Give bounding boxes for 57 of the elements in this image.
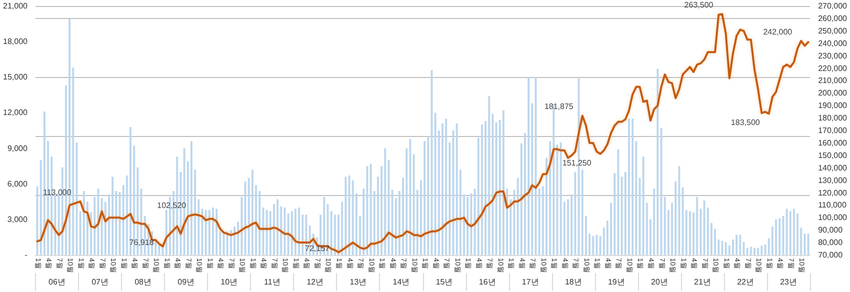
y-tick-label: 12,000	[3, 108, 28, 118]
y-tick-label: -	[24, 250, 28, 260]
y2-tick-label: 200,000	[818, 88, 848, 98]
text: 23년	[780, 278, 798, 286]
text: 20년	[651, 278, 668, 286]
y2-tick-label: 210,000	[818, 76, 848, 86]
text: 21년	[694, 278, 711, 286]
data-label: 151,250	[562, 158, 592, 168]
line-series	[36, 13, 810, 254]
text: 11년	[264, 278, 280, 286]
y-tick-label: 6,000	[7, 179, 28, 188]
y2-tick-label: 110,000	[818, 200, 847, 210]
data-label: 181,875	[544, 102, 574, 112]
text: 17년	[522, 278, 539, 286]
y2-tick-label: 70,000	[818, 250, 844, 260]
text: 19년	[608, 278, 625, 286]
text: 18년	[564, 278, 582, 286]
text: 06년	[48, 278, 66, 286]
y-tick-label: 9,000	[7, 144, 28, 153]
y2-tick-label: 250,000	[818, 26, 848, 36]
y2-tick-label: 270,000	[818, 2, 848, 10]
y-tick-label: 18,000	[3, 37, 28, 46]
y2-tick-label: 130,000	[818, 176, 848, 185]
y2-tick-label: 120,000	[818, 188, 848, 198]
y2-tick-label: 160,000	[818, 138, 848, 148]
data-label: 183,500	[730, 118, 760, 128]
text: 10년	[220, 278, 238, 286]
y2-tick-label: 140,000	[818, 163, 848, 172]
y-tick-label: 3,000	[7, 214, 28, 224]
text: 08년	[134, 278, 152, 286]
y2-tick-label: 180,000	[818, 114, 848, 123]
y2-tick-label: 260,000	[818, 14, 848, 23]
y-tick-label: 21,000	[3, 2, 28, 10]
text: 07년	[92, 278, 108, 286]
text: 22년	[737, 278, 754, 286]
y2-tick-label: 240,000	[818, 38, 848, 48]
y2-tick-label: 170,000	[818, 126, 848, 135]
y2-tick-label: 190,000	[818, 101, 848, 110]
text: 12년	[306, 278, 324, 286]
text: 15년	[436, 278, 453, 286]
data-label: 102,520	[157, 201, 187, 210]
y2-tick-label: 150,000	[818, 150, 848, 160]
data-label: 72,157	[305, 244, 330, 253]
y2-tick-label: 90,000	[818, 226, 844, 235]
data-label: 242,000	[763, 27, 793, 36]
y2-tick-label: 230,000	[818, 51, 848, 60]
y2-tick-label: 220,000	[818, 64, 848, 73]
y2-tick-label: 100,000	[818, 213, 848, 222]
y-tick-label: 15,000	[3, 72, 28, 82]
data-label: 113,000	[42, 188, 72, 197]
text: 14년	[392, 278, 410, 286]
text: 13년	[350, 278, 367, 286]
text: 09년	[178, 278, 195, 286]
y2-tick-label: 80,000	[818, 238, 844, 248]
data-label: 263,500	[684, 0, 714, 10]
data-label: 76,918	[129, 238, 154, 247]
text: 16년	[478, 278, 496, 286]
